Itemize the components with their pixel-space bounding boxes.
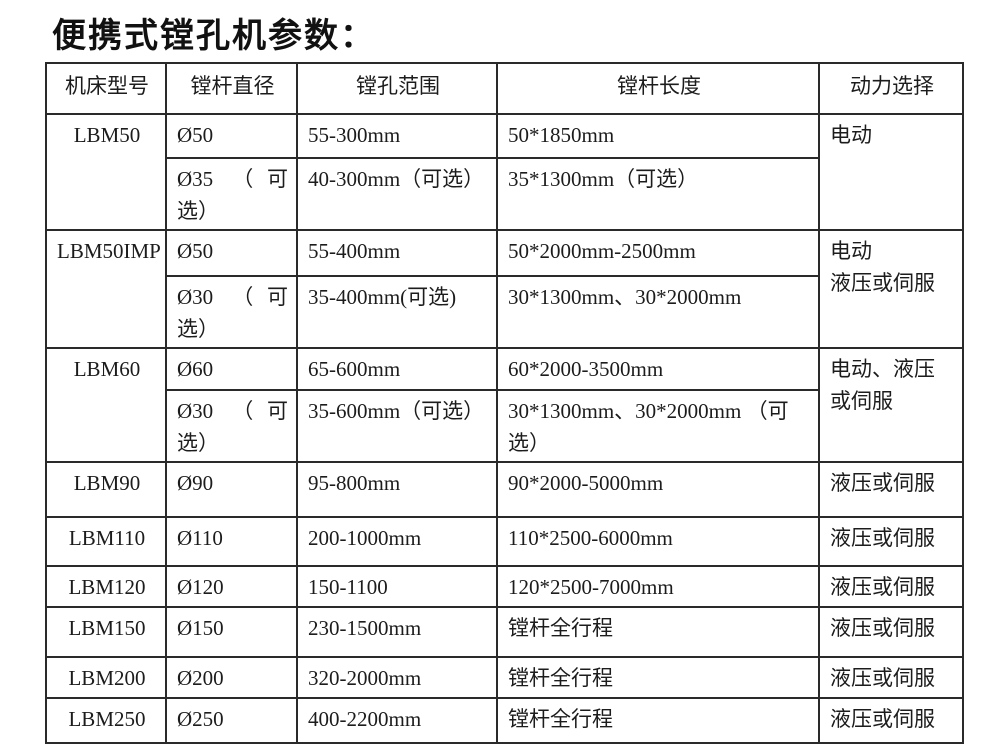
cell-model: LBM250 [45,696,167,744]
parameters-table: 机床型号 镗杆直径 镗孔范围 镗杆长度 动力选择 LBM50 Ø50 55-30… [45,62,964,744]
cell-model: LBM50IMP [45,229,167,349]
table-row: LBM120 Ø120 150-1100 120*2500-7000mm 液压或… [45,565,964,608]
cell-model: LBM200 [45,656,167,699]
table-row: LBM150 Ø150 230-1500mm 镗杆全行程 液压或伺服 [45,606,964,658]
cell-length: 镗杆全行程 [496,606,820,658]
cell-range: 400-2200mm [296,696,498,744]
header-length: 镗杆长度 [496,62,820,115]
cell-length: 120*2500-7000mm [496,565,820,608]
cell-length: 35*1300mm（可选） [496,157,820,231]
cell-range: 40-300mm（可选） [296,157,498,231]
cell-model: LBM50 [45,113,167,231]
table-row: LBM60 Ø60 65-600mm 60*2000-3500mm 电动、液压或… [45,347,964,463]
cell-range: 35-400mm(可选) [296,275,498,349]
cell-diameter: Ø50 [165,113,298,159]
cell-diameter: Ø60 [165,347,298,391]
cell-power: 液压或伺服 [818,565,964,608]
cell-diameter: Ø50 [165,229,298,277]
table-row: LBM250 Ø250 400-2200mm 镗杆全行程 液压或伺服 [45,696,964,744]
cell-diameter: Ø110 [165,516,298,567]
table-row: LBM110 Ø110 200-1000mm 110*2500-6000mm 液… [45,516,964,567]
cell-diameter: Ø120 [165,565,298,608]
page-title: 便携式镗孔机参数： [52,17,376,55]
cell-power: 液压或伺服 [818,516,964,567]
cell-range: 320-2000mm [296,656,498,699]
table-row: LBM50 Ø50 55-300mm 50*1850mm 电动 [45,113,964,231]
cell-model: LBM150 [45,606,167,658]
header-model: 机床型号 [45,62,167,115]
header-diameter: 镗杆直径 [165,62,298,115]
cell-range: 230-1500mm [296,606,498,658]
cell-model: LBM110 [45,516,167,567]
cell-power: 电动 [818,113,964,231]
cell-diameter: Ø90 [165,461,298,518]
cell-range: 55-400mm [296,229,498,277]
cell-length: 30*1300mm、30*2000mm （可选） [496,389,820,463]
table-row: Ø35 （可选） 40-300mm（可选） 35*1300mm（可选） [46,157,963,231]
cell-range: 35-600mm（可选） [296,389,498,463]
cell-length: 镗杆全行程 [496,696,820,744]
cell-power: 液压或伺服 [818,656,964,699]
cell-range: 200-1000mm [296,516,498,567]
cell-power: 电动 液压或伺服 [818,229,964,349]
cell-diameter: Ø150 [165,606,298,658]
cell-length: 50*2000mm-2500mm [496,229,820,277]
cell-model: LBM90 [45,461,167,518]
cell-diameter: Ø35 （可选） [165,157,298,231]
cell-length: 镗杆全行程 [496,656,820,699]
header-row: 机床型号 镗杆直径 镗孔范围 镗杆长度 动力选择 [45,62,964,115]
header-range: 镗孔范围 [296,62,498,115]
cell-range: 65-600mm [296,347,498,391]
table-row: Ø30 （可选） 35-400mm(可选) 30*1300mm、30*2000m… [46,275,963,349]
cell-length: 50*1850mm [496,113,820,159]
cell-length: 30*1300mm、30*2000mm [496,275,820,349]
cell-diameter: Ø250 [165,696,298,744]
cell-range: 150-1100 [296,565,498,608]
table-row: LBM90 Ø90 95-800mm 90*2000-5000mm 液压或伺服 [45,461,964,518]
cell-length: 60*2000-3500mm [496,347,820,391]
cell-model: LBM120 [45,565,167,608]
cell-power: 液压或伺服 [818,606,964,658]
table-row: Ø30 （可选） 35-600mm（可选） 30*1300mm、30*2000m… [46,389,963,463]
cell-power: 液压或伺服 [818,696,964,744]
cell-diameter: Ø30 （可选） [165,275,298,349]
cell-power: 电动、液压或伺服 [818,347,964,463]
cell-length: 90*2000-5000mm [496,461,820,518]
table-row: LBM200 Ø200 320-2000mm 镗杆全行程 液压或伺服 [45,656,964,699]
cell-diameter: Ø30 （可选） [165,389,298,463]
header-power: 动力选择 [818,62,964,115]
cell-range: 55-300mm [296,113,498,159]
cell-diameter: Ø200 [165,656,298,699]
cell-range: 95-800mm [296,461,498,518]
cell-length: 110*2500-6000mm [496,516,820,567]
cell-power: 液压或伺服 [818,461,964,518]
cell-model: LBM60 [45,347,167,463]
table-row: LBM50IMP Ø50 55-400mm 50*2000mm-2500mm 电… [45,229,964,349]
